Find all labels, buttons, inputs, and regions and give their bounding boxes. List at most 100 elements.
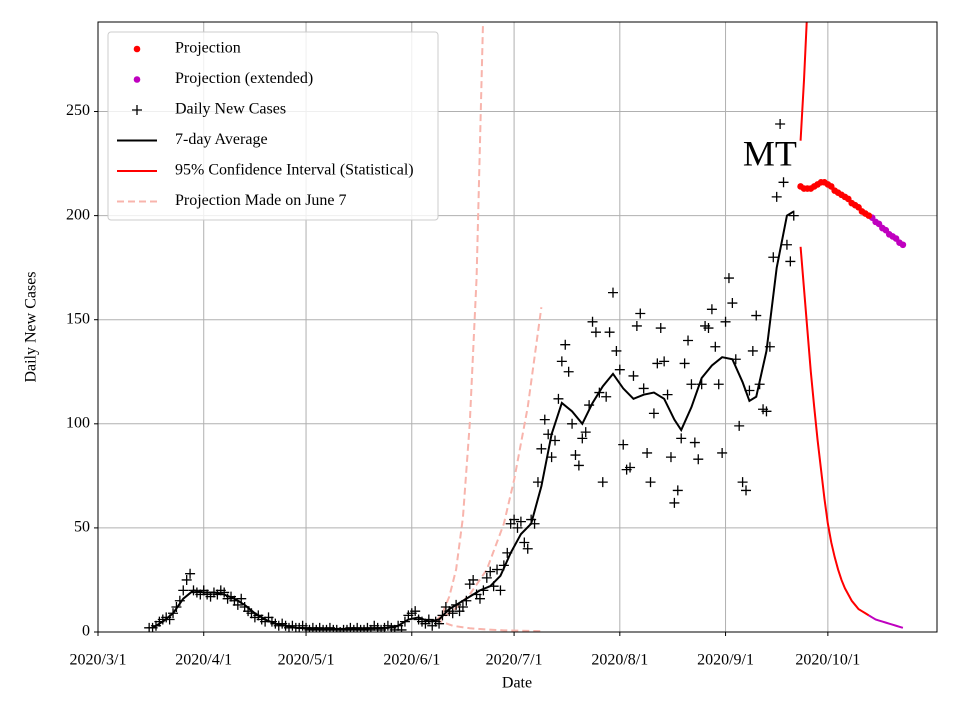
plus-marker xyxy=(474,593,485,604)
plus-marker xyxy=(614,364,625,375)
plus-marker xyxy=(570,450,581,461)
plus-marker xyxy=(717,447,728,458)
plus-marker xyxy=(676,433,687,444)
plus-marker xyxy=(723,273,734,284)
x-tick-label: 2020/10/1 xyxy=(795,652,860,669)
plus-marker xyxy=(710,341,721,352)
plus-marker xyxy=(573,460,584,471)
plus-marker xyxy=(509,514,520,525)
plus-marker xyxy=(693,454,704,465)
plus-marker xyxy=(734,420,745,431)
plot-area xyxy=(144,22,907,632)
curve xyxy=(435,618,542,632)
plus-marker xyxy=(679,358,690,369)
plus-marker xyxy=(468,574,479,585)
axes: 0 50 100 150 200 250 2020/3/1 2020/4/1 2020/5/1 2… xyxy=(66,102,860,668)
plus-marker xyxy=(604,327,615,338)
y-tick-label: 150 xyxy=(66,310,90,327)
plus-marker xyxy=(410,606,421,617)
plus-marker xyxy=(689,437,700,448)
legend-box xyxy=(107,31,439,221)
plus-marker xyxy=(768,252,779,263)
x-tick-label: 2020/4/1 xyxy=(175,652,232,669)
plus-marker xyxy=(396,624,407,632)
plus-marker xyxy=(638,383,649,394)
x-tick-label: 2020/9/1 xyxy=(697,652,754,669)
plus-marker xyxy=(662,389,673,400)
plus-marker xyxy=(219,587,230,598)
plus-marker xyxy=(741,485,752,496)
plus-marker xyxy=(546,452,557,463)
plus-marker xyxy=(563,366,574,377)
plus-marker xyxy=(178,585,189,596)
plus-marker xyxy=(607,287,618,298)
curve xyxy=(868,614,904,629)
plus-marker xyxy=(672,485,683,496)
plus-marker xyxy=(706,304,717,315)
axes-frame xyxy=(97,21,938,633)
dot-marker xyxy=(865,212,873,219)
plus-marker xyxy=(635,308,646,319)
annotation: MT xyxy=(743,134,797,174)
y-tick-label: 50 xyxy=(74,519,90,536)
plus-marker xyxy=(590,327,601,338)
y-axis-label: Daily New Cases xyxy=(23,271,40,382)
plus-marker xyxy=(567,418,578,429)
plus-marker xyxy=(727,298,738,309)
plus-marker xyxy=(522,543,533,554)
plus-marker xyxy=(181,574,192,585)
plus-marker xyxy=(703,323,714,334)
plus-marker xyxy=(775,119,786,130)
legend-label: Projection (extended) xyxy=(175,70,313,87)
plus-marker xyxy=(785,256,796,267)
dot-marker xyxy=(899,241,907,249)
y-tick-label: 200 xyxy=(66,206,90,223)
plus-marker xyxy=(655,323,666,334)
plus-marker xyxy=(512,522,523,533)
legend: Projection Projection (extended) Daily New… xyxy=(107,31,439,221)
plus-marker xyxy=(628,370,639,381)
plus-marker xyxy=(611,345,622,356)
x-tick-label: 2020/8/1 xyxy=(591,652,648,669)
plus-marker xyxy=(747,345,758,356)
plus-marker xyxy=(601,391,612,402)
plus-marker xyxy=(720,316,731,327)
plus-marker xyxy=(618,439,629,450)
legend-label: Projection xyxy=(175,40,241,57)
plus-marker xyxy=(597,477,608,488)
plus-marker xyxy=(642,447,653,458)
curve xyxy=(799,22,808,141)
legend-label: 7-day Average xyxy=(175,131,268,148)
plus-marker xyxy=(713,379,724,390)
plus-marker xyxy=(577,433,588,444)
legend-label: Daily New Cases xyxy=(175,101,286,118)
y-tick-label: 250 xyxy=(66,102,90,119)
plus-marker xyxy=(761,406,772,417)
plus-marker xyxy=(625,462,636,473)
plus-marker xyxy=(536,443,547,454)
y-tick-label: 0 xyxy=(82,623,90,640)
line xyxy=(152,210,795,630)
x-tick-label: 2020/7/1 xyxy=(486,652,543,669)
plus-marker xyxy=(495,585,506,596)
plus-marker xyxy=(781,239,792,250)
plus-marker xyxy=(515,516,526,527)
plus-marker xyxy=(185,568,196,579)
plus-marker xyxy=(485,566,496,577)
plus-marker xyxy=(492,564,503,575)
plus-marker xyxy=(669,497,680,508)
plus-marker xyxy=(556,356,567,367)
plus-marker xyxy=(519,537,530,548)
plus-marker xyxy=(553,393,564,404)
plus-marker xyxy=(665,452,676,463)
plus-marker xyxy=(645,477,656,488)
plus-marker xyxy=(648,408,659,419)
plus-marker xyxy=(659,356,670,367)
plus-marker xyxy=(560,339,571,350)
curve xyxy=(799,246,870,617)
x-tick-label: 2020/3/1 xyxy=(70,652,127,669)
plus-marker xyxy=(539,414,550,425)
plus-marker xyxy=(737,477,748,488)
plus-marker xyxy=(683,335,694,346)
